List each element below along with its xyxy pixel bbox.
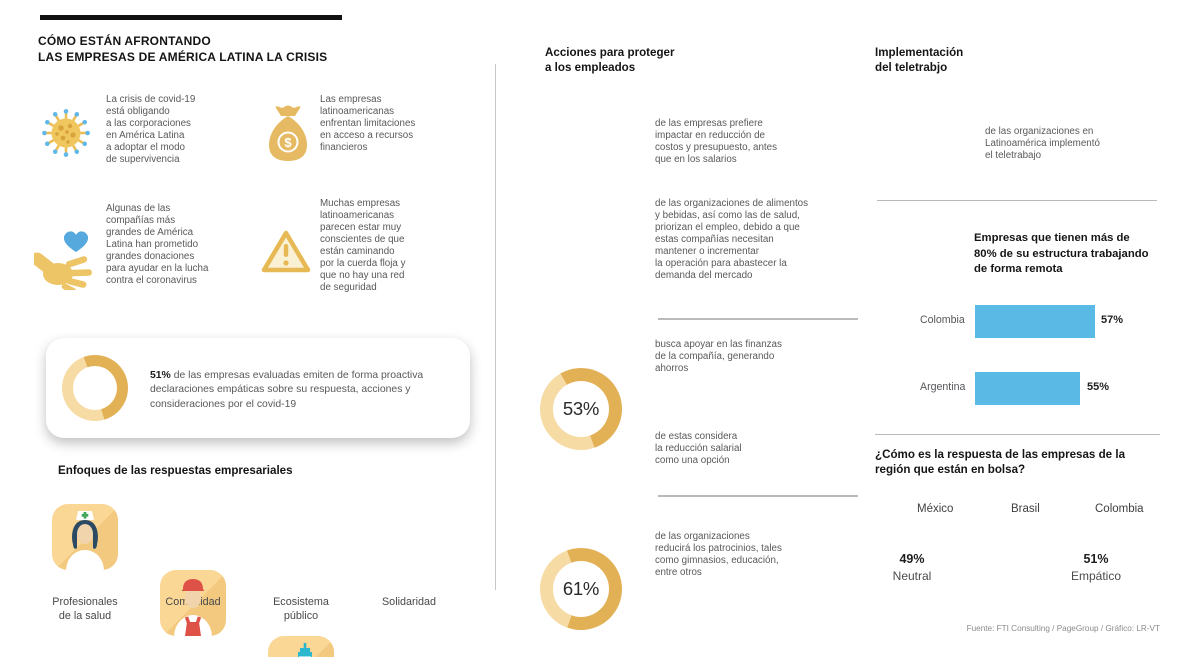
donut-61: 61%: [540, 548, 622, 630]
fact-text-virus: La crisis de covid-19 está obligando a l…: [106, 94, 196, 165]
nurse-icon: [52, 504, 118, 570]
worker-icon: [160, 570, 226, 636]
donut-61-label: 61%: [562, 578, 600, 599]
acciones-text-53: de las empresas prefiere impactar en red…: [655, 118, 777, 165]
acciones-text-7: de estas considera la reducción salarial…: [655, 431, 742, 466]
donut-53-label: 53%: [562, 398, 600, 419]
warning-icon: [260, 228, 312, 276]
callout-text: 51% de las empresas evaluadas emiten de …: [150, 370, 424, 410]
separator: [658, 318, 858, 320]
acciones-text-43: de las organizaciones reducirá los patro…: [655, 531, 782, 578]
flag-label-mexico: México: [917, 503, 954, 515]
bar-colombia: [975, 305, 1095, 338]
source-credit: Fuente: FTI Consulting / PageGroup / Grá…: [966, 624, 1160, 633]
remoto-heading: Empresas que tienen más de 80% de su est…: [974, 232, 1149, 275]
fact-text-finance: Las empresas latinoamericanas enfrentan …: [320, 94, 416, 153]
fact-text-donations: Algunas de las compañías más grandes de …: [106, 203, 209, 286]
svg-text:$: $: [284, 135, 292, 150]
empatico-label: Empático: [1070, 569, 1122, 583]
neutral-label: Neutral: [892, 569, 932, 583]
buildings-icon: [268, 636, 334, 657]
bar-pct-colombia: 57%: [1101, 314, 1124, 326]
acciones-text-61: de las organizaciones de alimentos y beb…: [655, 198, 809, 281]
flag-label-colombia: Colombia: [1095, 503, 1144, 515]
hand-heart-icon: [30, 222, 98, 295]
fact-text-risk: Muchas empresas latinoamericanas parecen…: [320, 198, 406, 293]
separator: [877, 200, 1157, 202]
money-bag-icon: $: [266, 103, 310, 163]
title-rule: [40, 15, 342, 20]
callout-card: 51% de las empresas evaluadas emiten de …: [46, 338, 470, 438]
teletrabajo-title: Implementación del teletrabjo: [875, 46, 964, 74]
virus-icon: [39, 106, 93, 160]
neutral-pct: 49%: [899, 552, 925, 566]
donut-53: 53%: [540, 368, 622, 450]
tile-label-solidaridad: Solidaridad: [381, 596, 437, 608]
bar-pct-argentina: 55%: [1087, 381, 1110, 393]
empatico-pct: 51%: [1083, 552, 1109, 566]
empatico-stack: 51% Empático: [1058, 551, 1134, 585]
bar-country-argentina: Argentina: [920, 381, 966, 393]
page-title: CÓMO ESTÁN AFRONTANDO LAS EMPRESAS DE AM…: [38, 34, 328, 64]
acciones-title: Acciones para proteger a los empleados: [545, 46, 675, 74]
bar-argentina: [975, 372, 1080, 405]
column-divider: [495, 64, 496, 590]
bolsa-title: ¿Cómo es la respuesta de las empresas de…: [875, 448, 1126, 476]
acciones-text-26: busca apoyar en las finanzas de la compa…: [655, 339, 782, 374]
bar-country-colombia: Colombia: [920, 314, 965, 326]
callout-donut: [62, 355, 128, 421]
separator: [875, 434, 1160, 436]
tile-label-ecosistema: Ecosistema público: [273, 596, 329, 622]
flag-label-brasil: Brasil: [1011, 503, 1040, 515]
callout-pct: 51%: [150, 370, 171, 381]
neutral-stack: 49% Neutral: [877, 551, 947, 585]
separator: [658, 495, 858, 497]
tile-label-salud: Profesionales de la salud: [52, 596, 118, 622]
teletrabajo-text: de las organizaciones en Latinoamérica i…: [985, 126, 1100, 161]
enfoques-title: Enfoques de las respuestas empresariales: [58, 464, 293, 477]
